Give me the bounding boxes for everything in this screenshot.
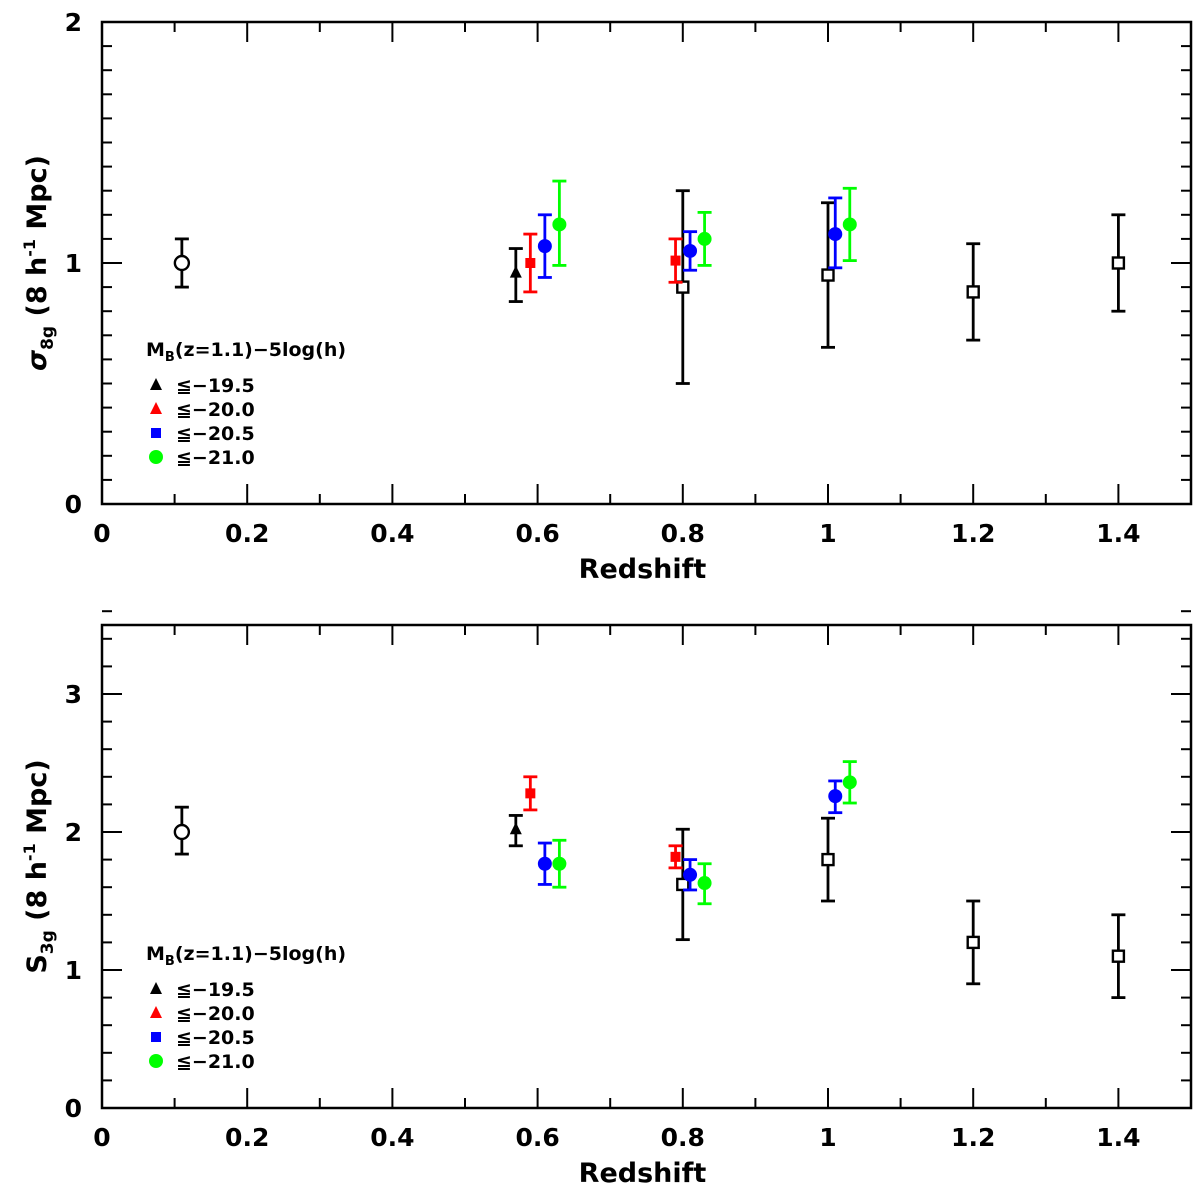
legend-entry-label: ≦−20.0 [176,1003,255,1025]
legend-marker [150,402,162,414]
y-tick-label: 3 [65,680,82,709]
data-series [523,232,683,294]
y-tick-label: 0 [65,490,82,519]
data-point [173,823,191,841]
data-series [675,816,1126,999]
data-point [966,285,980,299]
data-point [537,856,552,871]
x-tick-label: 1.2 [951,519,995,548]
legend: MB(z=1.1)−5log(h) ≦−19.5≦−20.0≦−20.5≦−21.… [146,943,346,1073]
data-point [670,851,681,862]
data-point [552,856,567,871]
x-tick-label: 0.4 [370,1123,414,1152]
legend-marker [149,450,163,464]
data-point [676,280,690,294]
legend-marker [150,982,162,994]
y-axis-label: S3g (8 h-1 Mpc) [20,759,58,973]
y-tick-label: 2 [65,8,82,37]
data-point [1111,949,1126,963]
data-point [842,217,857,232]
data-series [523,775,683,870]
data-series [508,247,523,303]
x-tick-label: 0.6 [515,1123,559,1152]
x-tick-label: 1 [819,519,836,548]
data-point [173,254,191,272]
legend-entry-label: ≦−20.5 [176,423,255,445]
data-point [828,227,843,242]
legend-entry-label: ≦−20.0 [176,399,255,421]
plot-frame [100,20,1193,506]
x-tick-label: 1.4 [1096,1123,1140,1152]
x-tick-label: 0.2 [225,1123,269,1152]
x-tick-label: 0.4 [370,519,414,548]
plot-frame [100,623,1193,1110]
y-tick-label: 2 [65,818,82,847]
legend-entry-label: ≦−19.5 [176,375,255,397]
legend-title: MB(z=1.1)−5log(h) [146,339,346,365]
data-point [697,876,712,891]
data-point [552,217,567,232]
x-tick-label: 1 [819,1123,836,1152]
chart-panel-1: 0 0.2 0.4 0.6 0.8 1 1.2 1.4 0 1 2 Redshift σ8g (8 h-… [20,8,1193,585]
y-tick-label: 1 [65,249,82,278]
data-point [509,265,522,278]
data-series [508,814,523,848]
legend-entry-label: ≦−21.0 [176,447,255,469]
legend-entry-label: ≦−20.5 [176,1027,255,1049]
x-tick-label: 0.2 [225,519,269,548]
chart-panel-2: 0 0.2 0.4 0.6 0.8 1 1.2 1.4 0 1 2 3 Redshift S3g (8 h… [20,610,1193,1189]
data-point [670,255,681,266]
legend-marker [149,1054,163,1068]
y-tick-label: 0 [65,1094,82,1123]
data-point [697,231,712,246]
x-tick-label: 0.8 [661,1123,705,1152]
data-point [525,788,536,799]
x-tick-label: 0 [93,519,110,548]
data-point [683,243,698,258]
legend-marker [151,428,161,438]
data-series [537,779,843,892]
legend-marker [151,1032,161,1042]
data-point [676,877,690,892]
y-tick-label: 1 [65,956,82,985]
data-series [173,237,191,289]
data-point [966,935,980,950]
data-point [842,775,857,790]
x-axis-label: Redshift [579,554,707,585]
legend-entry-label: ≦−19.5 [176,979,255,1001]
data-point [1111,256,1126,270]
legend-marker [150,378,162,390]
legend-title: MB(z=1.1)−5log(h) [146,943,346,969]
legend-entry-label: ≦−21.0 [176,1051,255,1073]
data-point [828,789,843,804]
x-axis-label: Redshift [579,1158,707,1189]
x-tick-label: 0.8 [661,519,705,548]
data-point [537,239,552,254]
data-series [675,189,1126,385]
data-series [552,760,857,906]
data-point [821,852,835,867]
legend: MB(z=1.1)−5log(h) ≦−19.5≦−20.0≦−20.5≦−21.… [146,339,346,469]
x-tick-label: 0.6 [515,519,559,548]
x-tick-label: 0 [93,1123,110,1152]
data-point [525,258,536,268]
legend-marker [150,1006,162,1018]
data-series [173,805,191,856]
data-point [821,268,835,282]
data-series [552,179,857,267]
data-point [683,867,698,882]
data-series [537,196,843,279]
x-tick-label: 1.2 [951,1123,995,1152]
y-axis-label: σ8g (8 h-1 Mpc) [20,155,58,371]
x-tick-label: 1.4 [1096,519,1140,548]
data-point [509,822,522,835]
